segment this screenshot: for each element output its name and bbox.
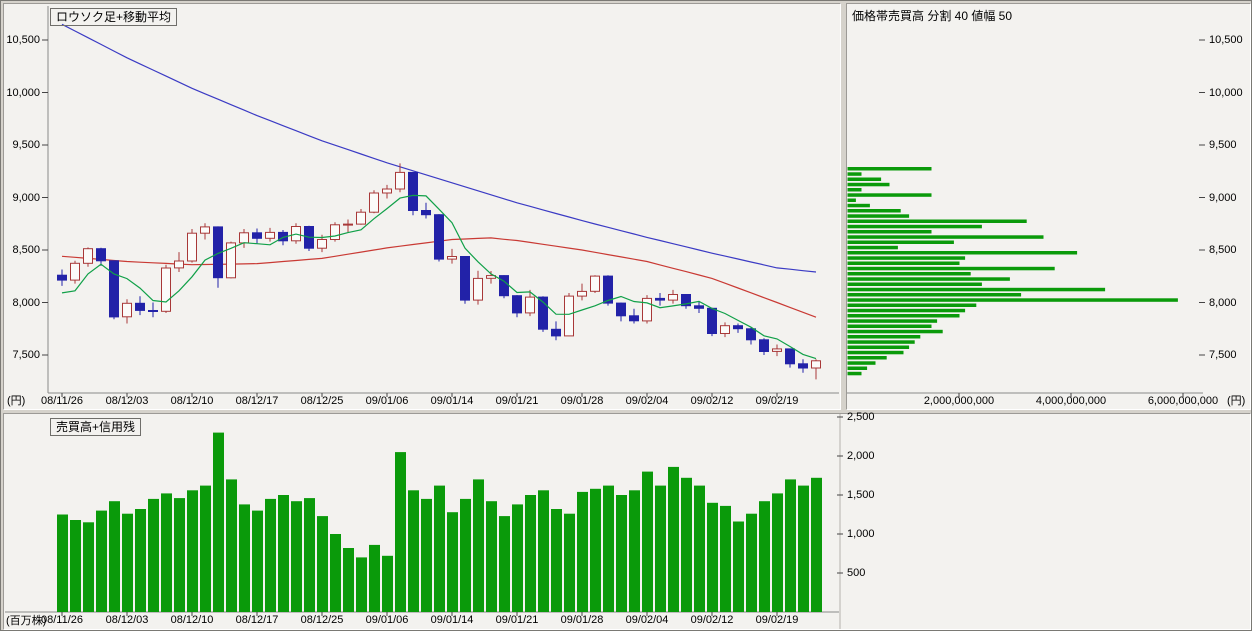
volume-axis-label: 2,500	[847, 411, 875, 423]
date-axis-label: 09/01/28	[560, 395, 604, 407]
date-axis-label: 08/12/25	[300, 614, 344, 626]
date-axis-label: 08/11/26	[40, 614, 83, 626]
price-volume-panel: 価格帯売買高 分割 40 値幅 50 (円) 2,000,000,000 4,00…	[846, 3, 1251, 410]
date-axis-label: 09/02/04	[625, 614, 669, 626]
volume-panel: 売買高+信用残 (百万株) 08/11/26 08/12/03 08/12/10 08…	[3, 411, 1251, 630]
volume-axis-label: 500	[847, 567, 866, 579]
volume-y-axis-unit: (百万株)	[6, 615, 47, 627]
panel-splitter-horizontal[interactable]	[3, 410, 1251, 413]
volume-panel-title: 売買高+信用残	[50, 418, 142, 436]
main-y-axis-unit: (円)	[7, 395, 26, 407]
pbv-price-label: 7,500	[1209, 349, 1237, 361]
candlestick-chart[interactable]	[4, 4, 840, 409]
date-axis-label: 09/01/21	[495, 614, 539, 626]
date-axis-label: 09/01/21	[495, 395, 539, 407]
date-axis-label: 09/02/19	[755, 614, 799, 626]
date-axis-label: 09/02/12	[690, 395, 734, 407]
date-axis-label: 09/02/19	[755, 395, 799, 407]
date-axis-label: 08/12/17	[235, 395, 279, 407]
pbv-value-label: 6,000,000,000	[1147, 395, 1219, 407]
price-axis-label: 10,000	[6, 86, 40, 99]
date-axis-label: 08/12/03	[105, 614, 149, 626]
date-axis-label: 09/01/28	[560, 614, 604, 626]
pbv-price-label: 9,500	[1209, 139, 1237, 151]
pbv-price-label: 10,000	[1209, 86, 1243, 99]
price-axis-label: 8,000	[12, 296, 40, 309]
date-axis-label: 09/02/04	[625, 395, 669, 407]
date-axis-label: 09/01/14	[430, 395, 474, 407]
pbv-price-label: 9,000	[1209, 191, 1237, 204]
date-axis-label: 08/12/17	[235, 614, 279, 626]
panel-splitter-vertical[interactable]	[841, 3, 846, 410]
date-axis-label: 09/01/06	[365, 395, 409, 407]
price-by-volume-chart[interactable]	[847, 4, 1250, 409]
pbv-price-label: 10,500	[1209, 34, 1243, 46]
volume-axis-label: 2,000	[847, 450, 875, 462]
pbv-x-axis-unit: (円)	[1227, 395, 1246, 407]
date-axis-label: 09/01/06	[365, 614, 409, 626]
date-axis-label: 08/12/25	[300, 395, 344, 407]
price-axis-label: 10,500	[6, 34, 40, 46]
volume-axis-label: 1,500	[847, 489, 875, 501]
date-axis-label: 09/02/12	[690, 614, 734, 626]
pbv-price-label: 8,500	[1209, 244, 1237, 256]
price-volume-panel-title: 価格帯売買高 分割 40 値幅 50	[852, 9, 1013, 23]
price-axis-label: 7,500	[12, 349, 40, 361]
candlestick-panel-title: ロウソク足+移動平均	[50, 8, 178, 26]
pbv-value-label: 2,000,000,000	[923, 395, 995, 407]
date-axis-label: 08/12/03	[105, 395, 149, 407]
candlestick-panel: ロウソク足+移動平均 (円) 10,500 10,000 9,500 9,000 8,5…	[3, 3, 841, 410]
date-axis-label: 08/12/10	[170, 614, 214, 626]
price-axis-label: 8,500	[12, 244, 40, 256]
date-axis-label: 08/11/26	[40, 395, 83, 407]
volume-axis-label: 1,000	[847, 528, 875, 540]
volume-chart[interactable]	[4, 414, 1250, 629]
pbv-value-label: 4,000,000,000	[1035, 395, 1107, 407]
date-axis-label: 09/01/14	[430, 614, 474, 626]
date-axis-label: 08/12/10	[170, 395, 214, 407]
pbv-price-label: 8,000	[1209, 296, 1237, 309]
price-axis-label: 9,000	[12, 191, 40, 204]
price-axis-label: 9,500	[12, 139, 40, 151]
